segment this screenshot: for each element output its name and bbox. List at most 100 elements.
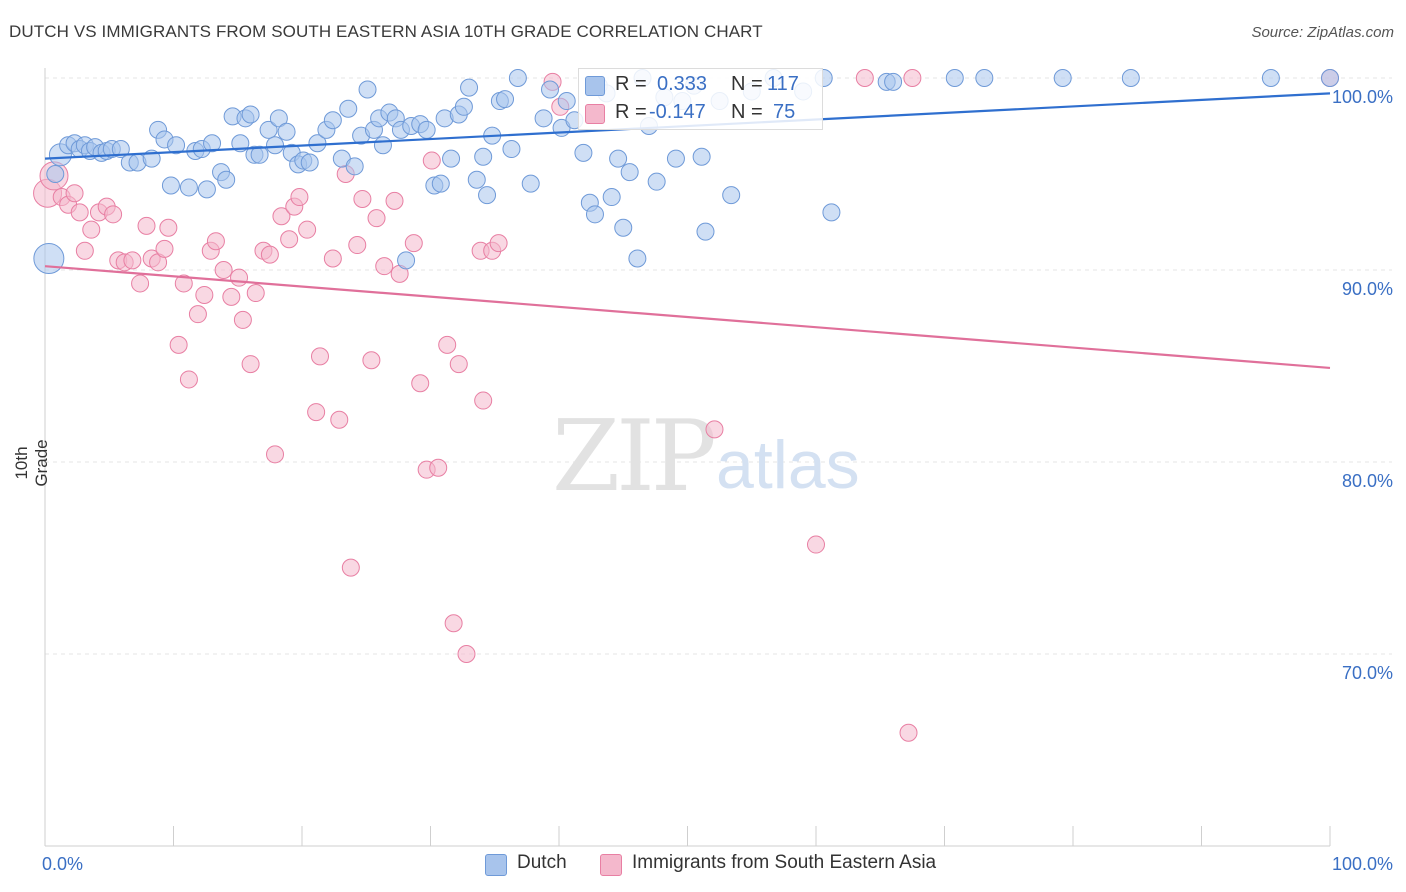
dutch-point bbox=[614, 218, 633, 237]
sea-point bbox=[298, 220, 317, 239]
dutch-point bbox=[179, 178, 198, 197]
legend-label-sea: Immigrants from South Eastern Asia bbox=[632, 852, 937, 873]
sea-point bbox=[353, 189, 372, 208]
dutch-point bbox=[1261, 69, 1280, 87]
chart-title: DUTCH VS IMMIGRANTS FROM SOUTH EASTERN A… bbox=[9, 22, 763, 41]
y-tick-label: 70.0% bbox=[1342, 663, 1393, 683]
dutch-point bbox=[266, 136, 285, 155]
sea-point bbox=[362, 351, 381, 370]
dutch-point bbox=[620, 163, 639, 182]
sea-point bbox=[75, 241, 94, 260]
dutch-point bbox=[478, 186, 497, 205]
sea-point bbox=[310, 347, 329, 366]
sea-trend-line bbox=[44, 265, 1331, 370]
sea-point bbox=[137, 216, 156, 235]
axes bbox=[44, 68, 1331, 847]
dutch-point bbox=[197, 180, 216, 199]
sea-point bbox=[375, 257, 394, 276]
sea-point bbox=[348, 236, 367, 255]
dutch-swatch bbox=[585, 76, 605, 96]
sea-point bbox=[241, 355, 260, 374]
dutch-point bbox=[373, 136, 392, 155]
sea-point bbox=[411, 374, 430, 393]
dutch-point bbox=[609, 149, 628, 168]
dutch-point bbox=[339, 99, 358, 118]
y-tick-label: 80.0% bbox=[1342, 471, 1393, 491]
sea-point bbox=[230, 268, 249, 287]
sea-point bbox=[179, 370, 198, 389]
sea-point bbox=[82, 220, 101, 239]
n-value: 117 bbox=[767, 73, 799, 95]
chart-source: Source: ZipAtlas.com bbox=[1251, 24, 1394, 41]
dutch-point bbox=[431, 174, 450, 193]
dutch-point bbox=[557, 92, 576, 111]
x-tick-label: 100.0% bbox=[1332, 854, 1393, 874]
y-tick-label: 100.0% bbox=[1332, 87, 1393, 107]
dutch-point bbox=[1053, 69, 1072, 87]
sea-swatch bbox=[585, 104, 605, 124]
sea-point bbox=[131, 274, 150, 293]
stats-row-sea: R = -0.147 N = 75 bbox=[579, 101, 822, 127]
y-tick-label: 90.0% bbox=[1342, 279, 1393, 299]
sea-point bbox=[474, 391, 493, 410]
dutch-point bbox=[574, 143, 593, 162]
sea-point bbox=[341, 558, 360, 577]
sea-point bbox=[489, 234, 508, 253]
sea-point bbox=[899, 723, 918, 742]
dutch-point bbox=[884, 72, 903, 91]
stats-legend: R = 0.333 N = 117 R = -0.147 N = 75 bbox=[578, 68, 823, 130]
dutch-point bbox=[467, 170, 486, 189]
sea-point bbox=[195, 285, 214, 304]
sea-point bbox=[307, 403, 326, 422]
dutch-swatch bbox=[485, 854, 507, 876]
dutch-point bbox=[111, 140, 130, 159]
dutch-point bbox=[666, 149, 685, 168]
sea-point bbox=[438, 335, 457, 354]
dutch-point bbox=[541, 80, 560, 99]
dutch-point bbox=[323, 111, 342, 130]
sea-point bbox=[174, 274, 193, 293]
sea-point bbox=[449, 355, 468, 374]
sea-point bbox=[233, 310, 252, 329]
dutch-point bbox=[496, 90, 515, 109]
dutch-point bbox=[454, 97, 473, 116]
dutch-point bbox=[647, 172, 666, 191]
dutch-point bbox=[460, 78, 479, 97]
dutch-point bbox=[822, 203, 841, 222]
sea-point bbox=[429, 458, 448, 477]
sea-point bbox=[214, 261, 233, 279]
sea-point bbox=[367, 209, 386, 228]
x-tick-label: 0.0% bbox=[42, 854, 83, 874]
sea-point bbox=[705, 420, 724, 439]
n-label: N = bbox=[731, 101, 763, 123]
sea-point bbox=[385, 191, 404, 210]
dutch-point bbox=[1321, 69, 1339, 87]
r-value: 0.333 bbox=[657, 73, 708, 95]
n-value: 75 bbox=[773, 101, 796, 123]
dutch-point bbox=[975, 69, 994, 87]
tick-labels: 70.0% 80.0% 90.0% 100.0% 0.0% 100.0% bbox=[42, 87, 1393, 874]
sea-point bbox=[457, 645, 476, 663]
dutch-point bbox=[602, 188, 621, 207]
sea-point bbox=[159, 218, 178, 237]
dutch-point bbox=[417, 120, 436, 139]
dutch-point bbox=[585, 205, 604, 224]
sea-point bbox=[807, 535, 825, 554]
dutch-point bbox=[277, 122, 296, 141]
dutch-point bbox=[502, 140, 521, 159]
stats-row-dutch: R = 0.333 N = 117 bbox=[579, 73, 822, 99]
sea-point bbox=[404, 234, 423, 253]
dutch-point bbox=[167, 136, 186, 155]
dutch-point bbox=[474, 147, 493, 166]
sea-point bbox=[272, 207, 291, 226]
dutch-point bbox=[1121, 69, 1140, 87]
watermark: ZIP atlas bbox=[552, 400, 860, 514]
sea-point bbox=[104, 205, 123, 224]
sea-swatch bbox=[600, 854, 622, 876]
dutch-point bbox=[217, 170, 236, 189]
dutch-point bbox=[442, 149, 461, 168]
sea-point bbox=[903, 69, 922, 87]
sea-point bbox=[444, 614, 463, 633]
sea-point bbox=[290, 188, 309, 207]
sea-point bbox=[169, 335, 188, 354]
